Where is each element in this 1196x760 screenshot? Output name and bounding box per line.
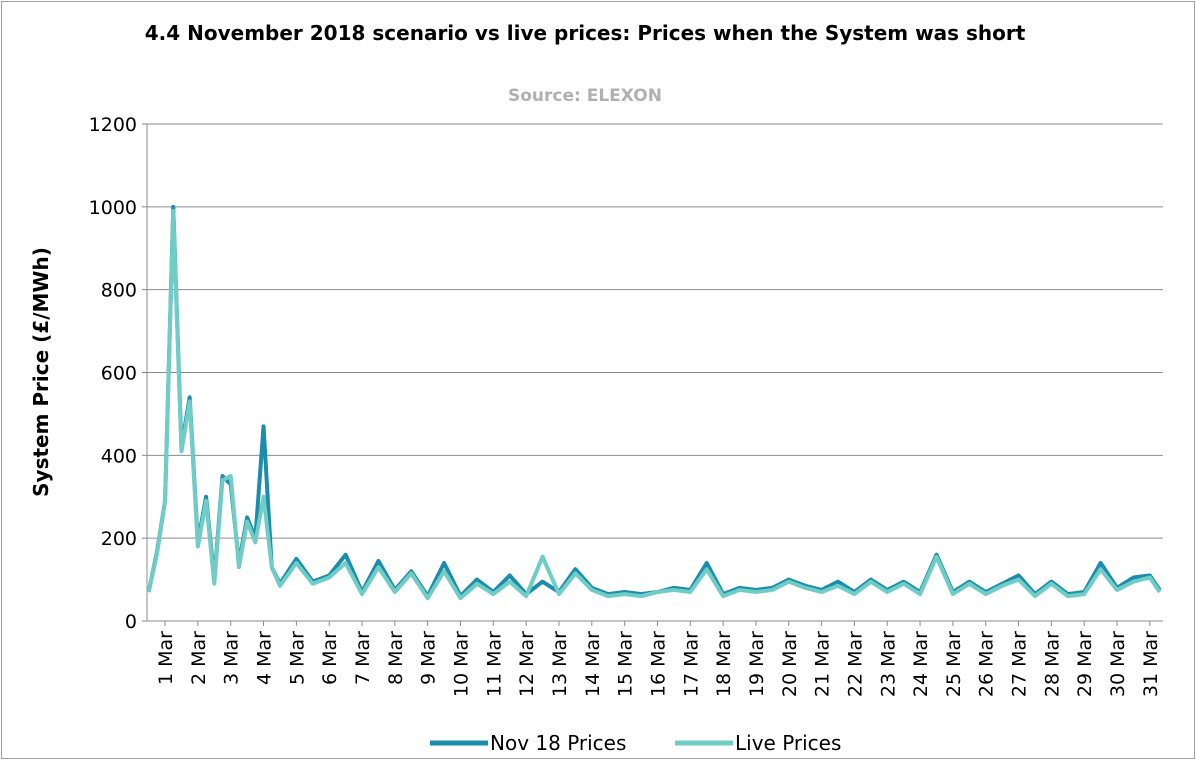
- x-tick-label: 31 Mar: [1140, 631, 1162, 697]
- x-tick-label: 27 Mar: [1009, 631, 1031, 697]
- x-tick-label: 8 Mar: [385, 631, 407, 685]
- x-tick-label: 16 Mar: [647, 631, 669, 697]
- y-tick-label: 0: [125, 611, 137, 633]
- x-tick-label: 28 Mar: [1041, 631, 1063, 697]
- x-tick-label: 11 Mar: [483, 631, 505, 697]
- x-tick-label: 25 Mar: [943, 631, 965, 697]
- x-tick-label: 20 Mar: [779, 631, 801, 697]
- x-tick-label: 7 Mar: [352, 631, 374, 685]
- y-tick-label: 200: [101, 528, 137, 550]
- chart-subtitle: Source: ELEXON: [508, 86, 662, 106]
- x-tick-label: 21 Mar: [812, 631, 834, 697]
- x-tick-label: 15 Mar: [615, 631, 637, 697]
- y-axis-label: System Price (£/MWh): [29, 247, 53, 497]
- y-tick-label: 600: [101, 363, 137, 385]
- y-tick-label: 400: [101, 445, 137, 467]
- x-tick-label: 30 Mar: [1107, 631, 1129, 697]
- y-tick-label: 800: [101, 280, 137, 302]
- chart-title: 4.4 November 2018 scenario vs live price…: [144, 21, 1026, 45]
- y-tick-label: 1200: [89, 114, 137, 136]
- x-tick-label: 12 Mar: [516, 631, 538, 697]
- x-tick-label: 23 Mar: [877, 631, 899, 697]
- x-tick-label: 10 Mar: [450, 631, 472, 697]
- x-tick-label: 3 Mar: [221, 631, 243, 685]
- x-tick-label: 2 Mar: [188, 631, 210, 685]
- x-tick-label: 18 Mar: [713, 631, 735, 697]
- x-tick-label: 29 Mar: [1074, 631, 1096, 697]
- x-tick-label: 13 Mar: [549, 631, 571, 697]
- y-tick-label: 1000: [89, 197, 137, 219]
- x-tick-label: 17 Mar: [680, 631, 702, 697]
- x-tick-label: 4 Mar: [254, 631, 276, 685]
- x-tick-label: 6 Mar: [319, 631, 341, 685]
- legend-label: Nov 18 Prices: [490, 731, 626, 755]
- series-line: [146, 208, 1162, 601]
- x-tick-label: 14 Mar: [582, 631, 604, 697]
- x-tick-label: 1 Mar: [155, 631, 177, 685]
- x-tick-label: 26 Mar: [976, 631, 998, 697]
- x-tick-label: 9 Mar: [418, 631, 440, 685]
- x-tick-label: 5 Mar: [286, 631, 308, 685]
- legend-label: Live Prices: [735, 731, 841, 755]
- x-tick-label: 24 Mar: [910, 631, 932, 697]
- x-tick-label: 19 Mar: [746, 631, 768, 697]
- x-tick-label: 22 Mar: [844, 631, 866, 697]
